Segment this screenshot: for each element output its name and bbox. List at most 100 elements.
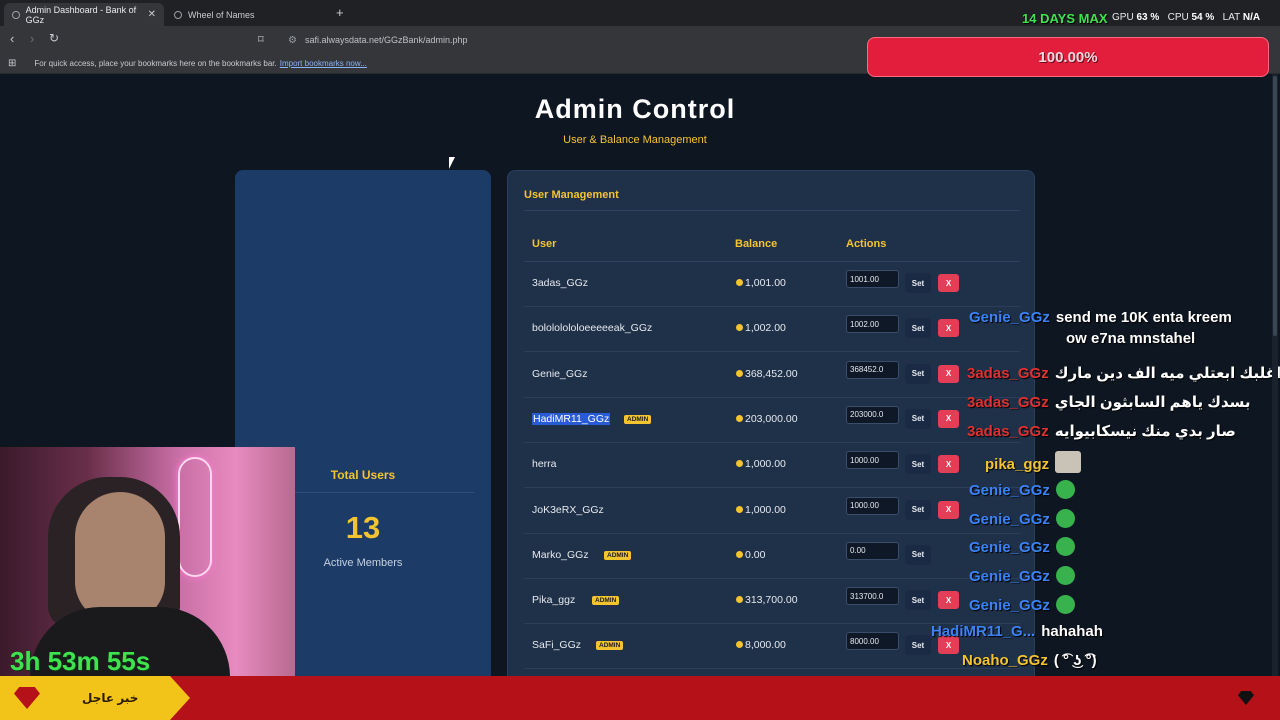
set-balance-button[interactable]: Set xyxy=(905,544,931,565)
balance-input[interactable] xyxy=(846,541,899,560)
page-title: Admin Control xyxy=(534,94,736,124)
coin-icon xyxy=(736,324,743,332)
chat-emote-icon xyxy=(1055,537,1075,556)
arrow-right-icon[interactable]: › xyxy=(30,31,35,46)
user-name: bolololololoeeeeeak_GGz xyxy=(532,322,653,335)
user-balance: 8,000.00 xyxy=(736,639,786,651)
site-info-icon[interactable]: ⚙ xyxy=(288,34,297,46)
table-row: bolololololoeeeeeak_GGz 1,002.00 Set X xyxy=(524,307,1020,353)
chat-message: Genie_GGz xyxy=(969,595,1075,614)
total-users-count: 13 xyxy=(345,510,381,545)
tab-wheel-of-names[interactable]: Wheel of Names xyxy=(166,3,328,26)
user-balance: 313,700.00 xyxy=(736,594,798,606)
url-text: safi.alwaysdata.net/GGzBank/admin.php xyxy=(304,35,468,45)
arrow-left-icon[interactable]: ‹ xyxy=(10,31,15,46)
balance-input[interactable] xyxy=(846,360,899,379)
tab-admin-dashboard[interactable]: Admin Dashboard - Bank of GGz ✕ xyxy=(4,3,164,26)
chat-text: ow e7na mnstahel xyxy=(1066,330,1196,347)
divider xyxy=(524,261,1020,262)
coin-icon xyxy=(736,596,743,604)
balance-value: 1,002.00 xyxy=(745,322,786,335)
new-tab-button[interactable]: + xyxy=(336,5,344,20)
progress-text: 100.00% xyxy=(1038,48,1098,66)
balance-input[interactable] xyxy=(846,270,899,288)
delete-user-button[interactable]: X xyxy=(938,319,959,338)
coin-icon xyxy=(736,369,743,377)
delete-user-button[interactable]: X xyxy=(938,636,959,655)
balance-input[interactable] xyxy=(846,587,899,606)
set-balance-button[interactable]: Set xyxy=(905,363,931,384)
user-balance: 1,000.00 xyxy=(736,504,786,516)
admin-badge: ADMIN xyxy=(592,596,620,606)
delete-user-button[interactable]: X xyxy=(938,591,959,610)
globe-icon xyxy=(12,10,20,19)
table-row: 3adas_GGz 1,001.00 Set X xyxy=(524,262,1020,307)
coin-icon xyxy=(736,460,743,468)
user-name: herra xyxy=(532,458,557,471)
chat-message: Genie_GGz xyxy=(969,509,1075,528)
balance-value: 368,452.00 xyxy=(745,367,798,380)
reload-icon[interactable]: ↻ xyxy=(49,31,60,45)
chat-message: Genie_GGz send me 10K enta kreem ow e7na m… xyxy=(969,309,1232,347)
globe-icon xyxy=(174,10,182,19)
chat-username: 3adas_GGz xyxy=(967,394,1049,411)
coin-icon xyxy=(736,641,743,649)
chat-username: Noaho_GGz xyxy=(962,652,1048,669)
page-subtitle: User & Balance Management xyxy=(563,134,707,146)
chat-emote-icon xyxy=(1055,451,1082,473)
delete-user-button[interactable]: X xyxy=(938,364,959,383)
chat-message: 3adas_GGz بسدك ياهم السابثون الجاي xyxy=(967,393,1251,411)
set-balance-button[interactable]: Set xyxy=(905,273,931,293)
set-balance-button[interactable]: Set xyxy=(905,590,931,611)
user-balance: 0.00 xyxy=(736,549,765,561)
balance-input[interactable] xyxy=(846,451,899,470)
balance-input[interactable] xyxy=(846,496,899,515)
chat-message: 3adas_GGz صار بدي منك نيسكابيوايه xyxy=(967,422,1236,440)
set-balance-button[interactable]: Set xyxy=(905,408,931,429)
coin-icon xyxy=(736,279,743,286)
table-row: Genie_GGz 368,452.00 Set X xyxy=(524,353,1020,398)
set-balance-button[interactable]: Set xyxy=(905,635,931,656)
address-bar[interactable]: ⚙ safi.alwaysdata.net/GGzBank/admin.php xyxy=(280,29,880,51)
table-row: Pika_ggz ADMIN 313,700.00 Set X xyxy=(524,579,1020,625)
scrollbar-thumb[interactable] xyxy=(1273,76,1277,336)
set-balance-button[interactable]: Set xyxy=(905,318,931,339)
chat-username: 3adas_GGz xyxy=(967,365,1049,382)
chat-text: صار بدي منك نيسكابيوايه xyxy=(1054,423,1236,440)
user-management-title: User Management xyxy=(524,189,619,201)
divider xyxy=(252,492,474,493)
balance-input[interactable] xyxy=(846,632,899,651)
delete-user-button[interactable]: X xyxy=(938,455,959,474)
balance-input[interactable] xyxy=(846,315,899,334)
lat-label: LAT xyxy=(1222,12,1241,23)
apps-grid-icon[interactable]: ⊞ xyxy=(8,58,17,69)
balance-value: 1,001.00 xyxy=(745,277,786,289)
gpu-value: 63 xyxy=(1136,12,1148,23)
chat-message: Genie_GGz xyxy=(969,537,1075,556)
bookmark-icon[interactable]: ⌑ xyxy=(258,34,264,46)
total-users-title: Total Users xyxy=(330,468,396,482)
set-balance-button[interactable]: Set xyxy=(905,499,931,520)
balance-value: 1,000.00 xyxy=(745,458,786,471)
delete-user-button[interactable]: X xyxy=(938,274,959,292)
coin-icon xyxy=(736,505,743,513)
delete-user-button[interactable]: X xyxy=(938,500,959,519)
scrollbar[interactable] xyxy=(1272,74,1278,676)
user-balance: 368,452.00 xyxy=(736,368,798,380)
chat-text: send me 10K enta kreem xyxy=(1055,309,1232,326)
chat-username: Genie_GGz xyxy=(969,597,1050,614)
column-header-actions: Actions xyxy=(846,238,887,250)
table-row: herra 1,000.00 Set X xyxy=(524,443,1020,489)
set-balance-button[interactable]: Set xyxy=(905,454,931,475)
neon-guitar-sign xyxy=(178,457,212,577)
chat-username: 3adas_GGz xyxy=(967,423,1049,440)
import-bookmarks-link[interactable]: Import bookmarks now... xyxy=(279,59,367,68)
balance-value: 0.00 xyxy=(745,548,766,561)
balance-input[interactable] xyxy=(846,405,899,424)
user-name: HadiMR11_GGz xyxy=(532,412,611,425)
delete-user-button[interactable]: X xyxy=(938,409,959,428)
balance-value: 1,000.00 xyxy=(745,503,786,516)
close-icon[interactable]: ✕ xyxy=(147,9,156,20)
chat-username: Genie_GGz xyxy=(969,539,1050,556)
user-name: 3adas_GGz xyxy=(532,277,589,289)
